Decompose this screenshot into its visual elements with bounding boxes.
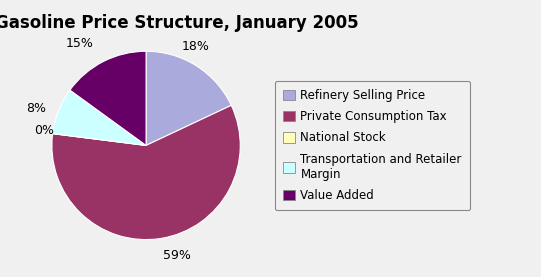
Wedge shape bbox=[52, 134, 146, 145]
Text: Super Gasoline Price Structure, January 2005: Super Gasoline Price Structure, January … bbox=[0, 14, 358, 32]
Text: 18%: 18% bbox=[181, 40, 209, 53]
Text: 8%: 8% bbox=[27, 102, 47, 115]
Wedge shape bbox=[52, 90, 146, 145]
Legend: Refinery Selling Price, Private Consumption Tax, National Stock, Transportation : Refinery Selling Price, Private Consumpt… bbox=[274, 81, 470, 210]
Text: 59%: 59% bbox=[163, 249, 192, 262]
Text: 15%: 15% bbox=[66, 37, 94, 50]
Text: 0%: 0% bbox=[34, 124, 54, 137]
Wedge shape bbox=[70, 51, 146, 145]
Wedge shape bbox=[52, 105, 240, 240]
Wedge shape bbox=[146, 51, 232, 145]
